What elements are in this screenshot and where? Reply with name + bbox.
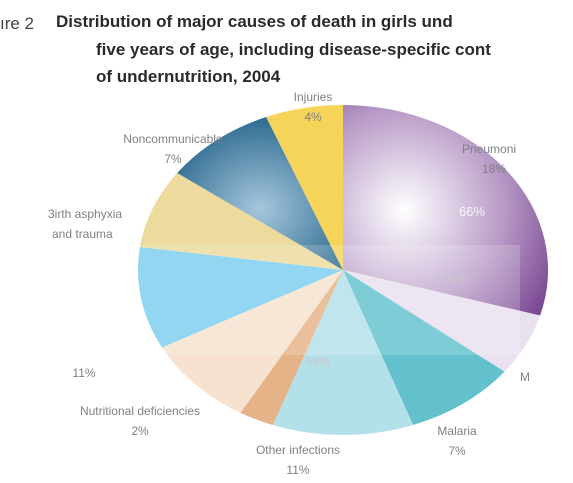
slice-malaria	[343, 270, 505, 425]
slice-nutritional-deficiencies	[240, 270, 343, 425]
slice-unlabelled-11	[162, 270, 343, 413]
slice-noncommunicable	[177, 117, 343, 270]
value-malaria: 7%	[448, 444, 466, 458]
slice-birth-asphyxia	[140, 173, 343, 270]
value-pneumonia: 18%	[482, 162, 506, 176]
label-pneumonia: Pneumoni	[462, 142, 516, 156]
value-injuries: 4%	[304, 110, 322, 124]
value-noncommunicable: 7%	[164, 152, 182, 166]
slice-pneumonia	[343, 104, 549, 316]
inner-label-pneumonia: 66%	[459, 204, 485, 219]
label-birth-asphyxia: 3irth asphyxia	[48, 207, 122, 221]
label-m: M	[520, 370, 530, 384]
value-other-infections: 11%	[286, 463, 309, 477]
slice-m	[343, 270, 541, 372]
slice-injuries	[266, 104, 343, 270]
inner-label-other-infections: 59%	[306, 355, 330, 369]
value-nutritional-deficiencies: 2%	[131, 424, 149, 438]
label-injuries: Injuries	[294, 90, 333, 104]
inner-label-extra: 60%	[443, 272, 467, 286]
label-nutritional-deficiencies: Nutritional deficiencies	[80, 404, 200, 418]
chart-title-line-1: Distribution of major causes of death in…	[56, 12, 453, 31]
label-other-infections: Other infections	[256, 443, 340, 457]
chart-title-line-3: of undernutrition, 2004	[96, 67, 281, 86]
chart-title-line-2: five years of age, including disease-spe…	[96, 40, 491, 59]
glare-band	[100, 245, 520, 355]
slice-blue	[137, 247, 343, 348]
figure-number: ıre 2	[0, 14, 35, 33]
label-birth-asphyxia-2: and trauma	[52, 227, 113, 241]
slice-other-infections	[272, 270, 414, 435]
label-malaria: Malaria	[437, 424, 477, 438]
label-noncommunicable: Noncommunicable	[123, 132, 223, 146]
value-unlabelled-11: 11%	[72, 366, 95, 380]
